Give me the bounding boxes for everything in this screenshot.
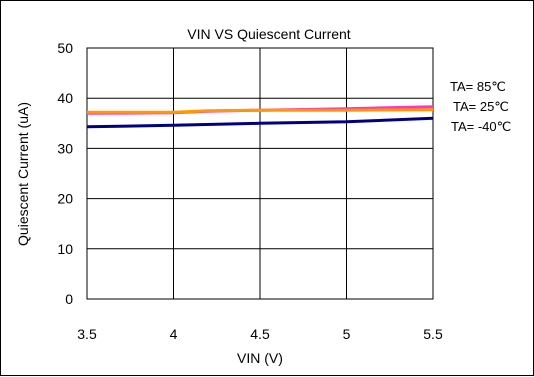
- y-tick-label: 20: [57, 191, 73, 207]
- x-tick-label: 3.5: [77, 326, 97, 342]
- series-lines: [86, 105, 434, 129]
- y-tick-label: 30: [57, 140, 73, 156]
- legend-entry: TA= 25℃: [453, 99, 509, 114]
- x-tick-label: 5.5: [423, 326, 443, 342]
- y-axis-label: Quiescent Current (uA): [15, 102, 31, 246]
- legend-entry: TA= 85℃: [450, 79, 506, 94]
- y-tick-label: 40: [57, 90, 73, 106]
- legend: TA= 85℃ TA= 25℃ TA= -40℃: [450, 79, 511, 134]
- tick-labels: 0 10 20 30 40 50 3.5 4 4.5 5 5.5: [57, 40, 443, 342]
- y-tick-label: 50: [57, 40, 73, 56]
- x-tick-label: 5: [343, 326, 351, 342]
- series-line-1: [87, 108, 434, 114]
- grid: [86, 47, 434, 300]
- chart-title: VIN VS Quiescent Current: [187, 26, 351, 42]
- series-line-2: [86, 116, 434, 129]
- x-axis-label: VIN (V): [237, 350, 283, 366]
- x-tick-label: 4: [170, 326, 178, 342]
- y-tick-label: 10: [57, 241, 73, 257]
- y-tick-label: 0: [65, 291, 73, 307]
- legend-entry: TA= -40℃: [451, 119, 511, 134]
- x-tick-label: 4.5: [250, 326, 270, 342]
